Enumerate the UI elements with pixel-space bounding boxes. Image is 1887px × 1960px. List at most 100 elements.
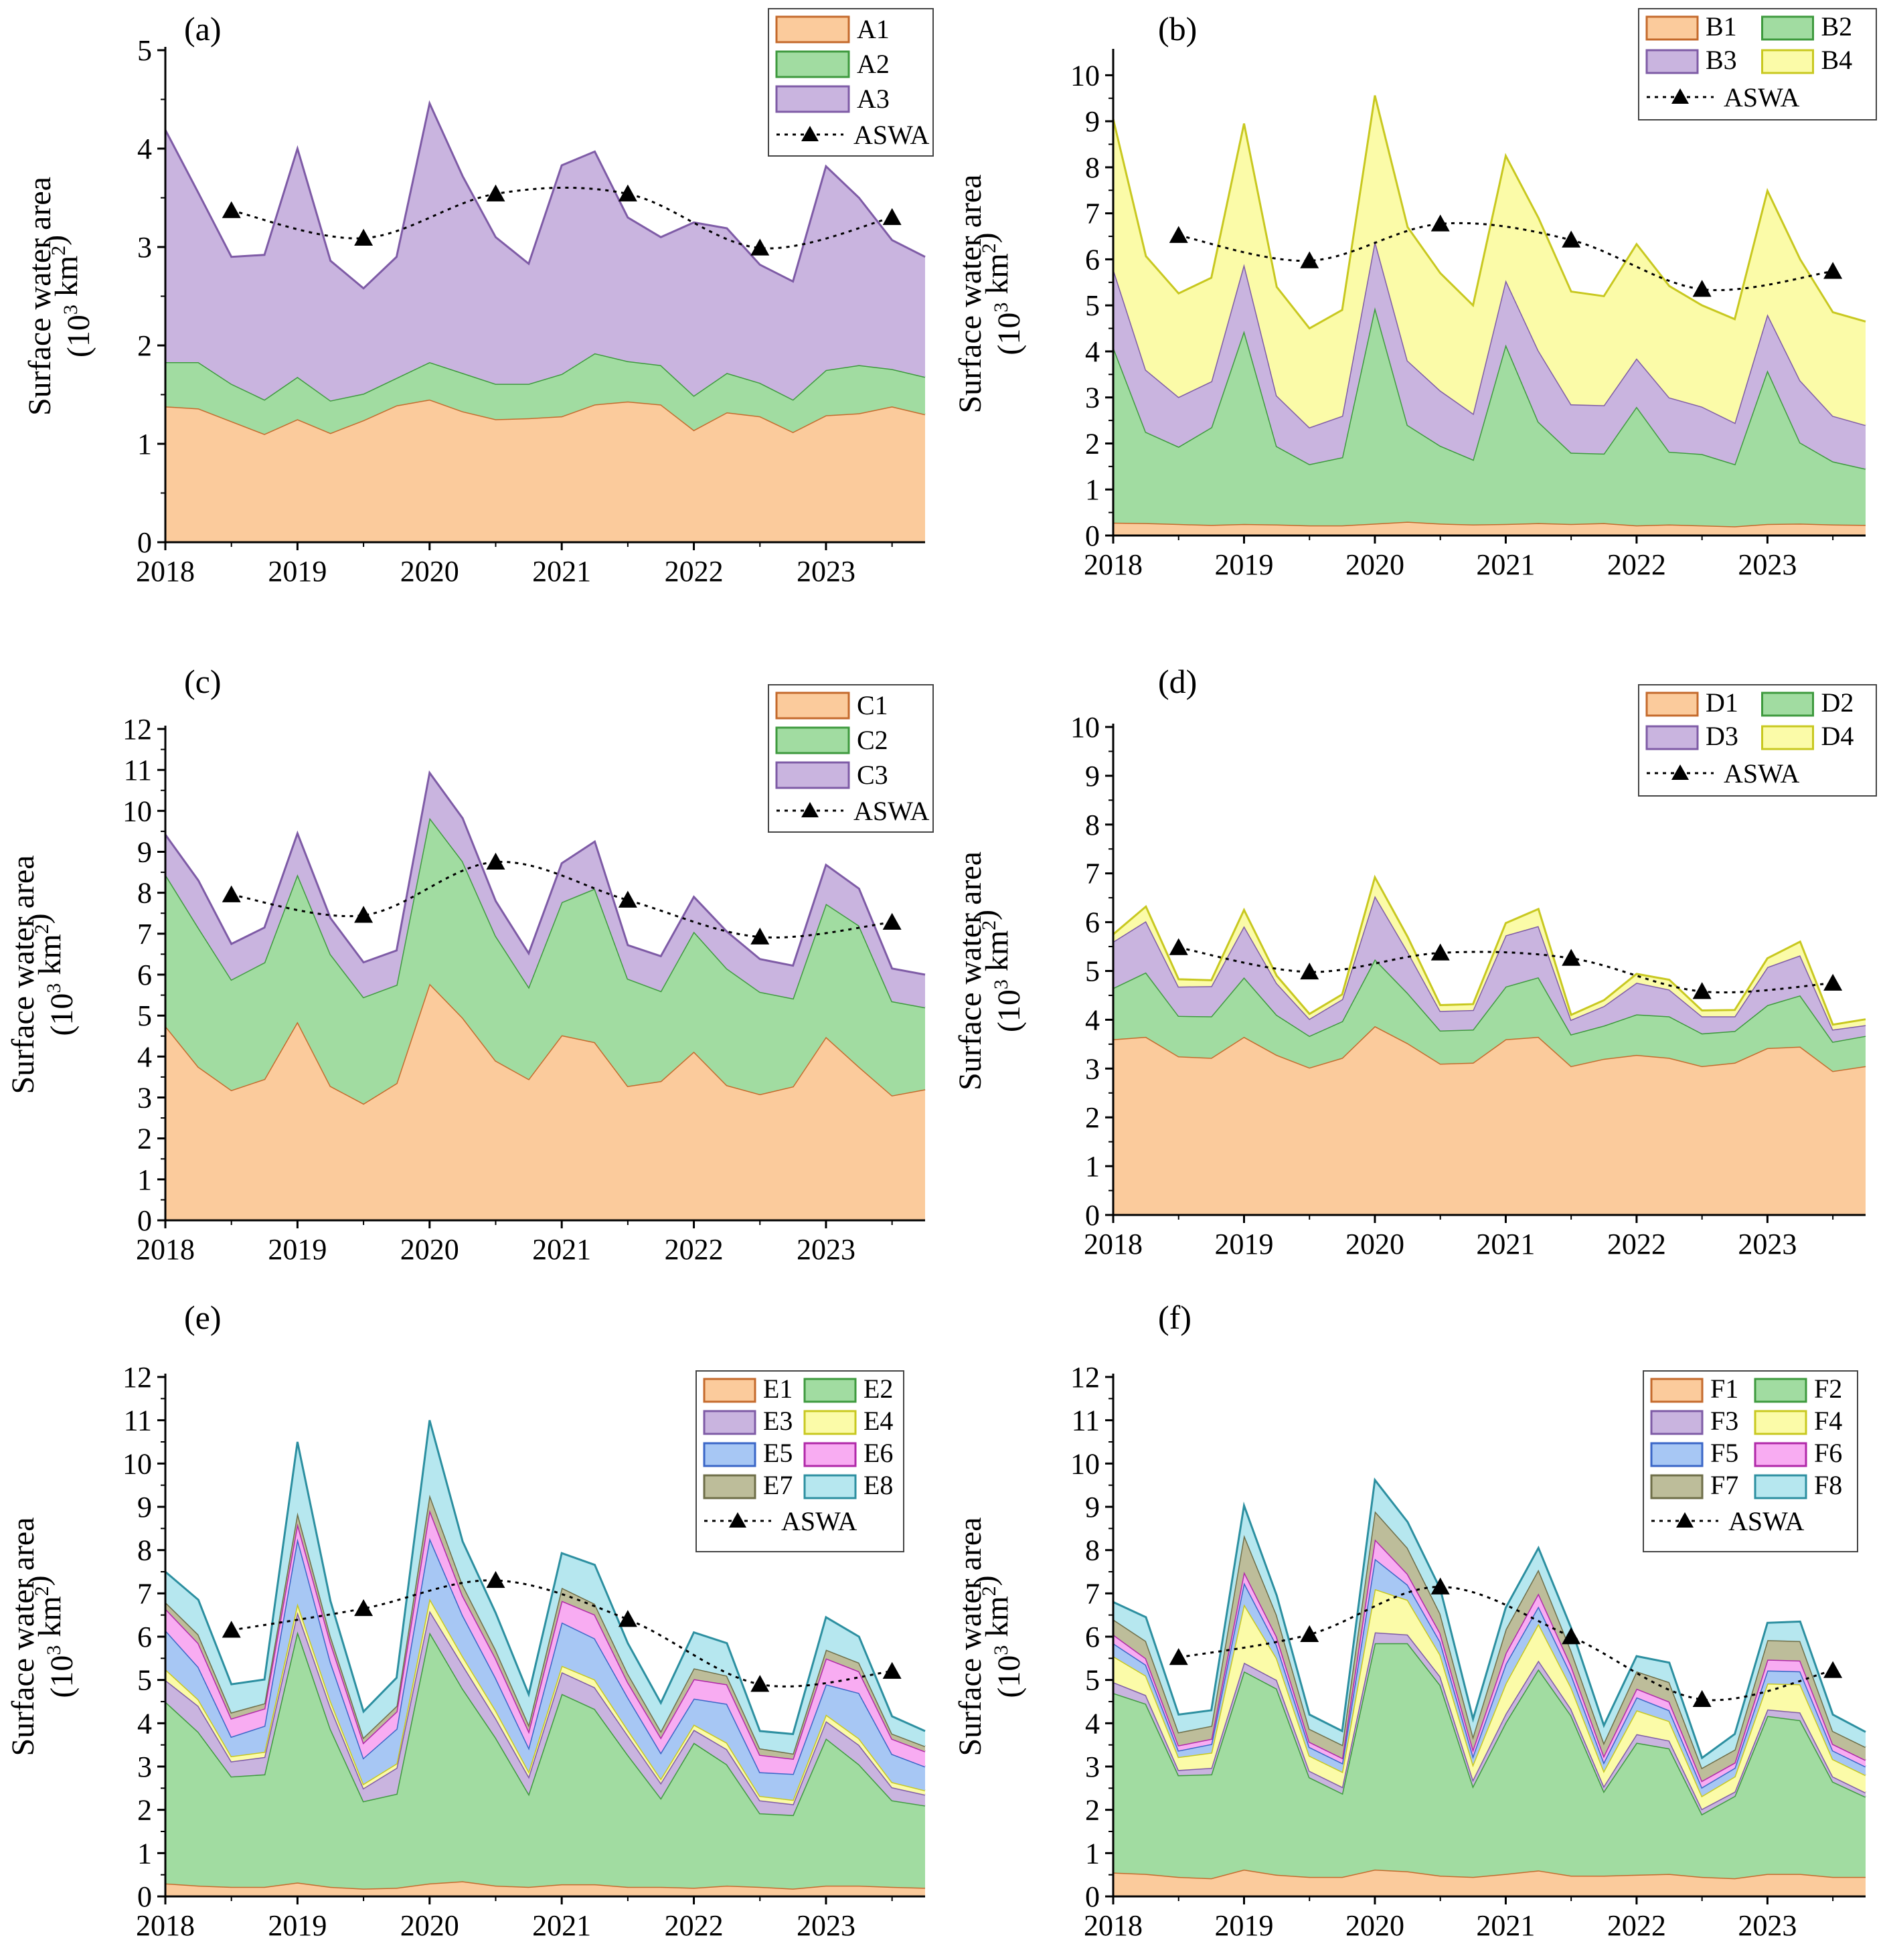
area-E3 xyxy=(165,1611,925,1815)
y-tick-label: 7 xyxy=(1085,197,1100,230)
aswa-marker xyxy=(1562,1627,1581,1645)
x-tick-label: 2023 xyxy=(1738,548,1797,581)
legend-swatch-C3 xyxy=(775,761,850,789)
x-tick-label: 2020 xyxy=(400,1233,459,1266)
y-tick-label: 5 xyxy=(137,34,152,67)
legend-swatch-E5 xyxy=(703,1442,756,1467)
y-tick-label: 4 xyxy=(1085,335,1100,368)
area-edge-E8 xyxy=(165,1420,926,1736)
aswa-marker xyxy=(1692,280,1712,297)
legend: C1 C2 C3 ASWA xyxy=(768,684,934,833)
aswa-marker xyxy=(750,238,770,256)
x-tick-label: 2018 xyxy=(1084,1228,1143,1260)
legend-label-aswa: ASWA xyxy=(1724,758,1799,789)
y-tick-label: 10 xyxy=(1070,711,1100,744)
legend-aswa-marker xyxy=(801,126,819,141)
x-tick-label: 2018 xyxy=(136,1233,195,1266)
legend-swatch-F1 xyxy=(1650,1378,1704,1403)
area-F2 xyxy=(1113,1643,1866,1878)
y-tick-label: 7 xyxy=(1085,1577,1100,1610)
y-tick-label: 11 xyxy=(1072,1404,1100,1437)
legend-aswa-marker xyxy=(1671,88,1689,104)
y-axis-label-line1: Surface water area xyxy=(5,1517,41,1756)
aswa-marker xyxy=(882,208,902,226)
legend: D1 D2 D3 D4 ASWA xyxy=(1638,684,1877,797)
area-A1 xyxy=(165,399,925,542)
area-A2 xyxy=(165,353,925,434)
x-tick-label: 2023 xyxy=(797,1233,855,1266)
legend-swatch-B2 xyxy=(1761,15,1814,41)
legend-label-F2: F2 xyxy=(1814,1374,1842,1404)
x-tick-label: 2022 xyxy=(665,1233,724,1266)
area-E1 xyxy=(165,1881,925,1896)
aswa-marker xyxy=(354,906,374,923)
y-tick-label: 5 xyxy=(1085,289,1100,322)
legend-label-B4: B4 xyxy=(1821,45,1853,75)
aswa-marker xyxy=(1430,943,1450,961)
panel-label: (e) xyxy=(184,1299,222,1336)
panel-d: (d) 0 1 2 3 4 5 6 7 8 9 10 2018 2019 2020 2021 2022 2023 S… xyxy=(953,663,1877,1260)
x-tick-label: 2019 xyxy=(268,1909,327,1942)
area-B4 xyxy=(1113,95,1866,428)
aswa-marker xyxy=(1300,962,1319,980)
legend-label-aswa: ASWA xyxy=(1728,1506,1804,1536)
legend-swatch-F4 xyxy=(1754,1410,1807,1435)
legend-swatch-E1 xyxy=(703,1378,756,1403)
y-tick-label: 10 xyxy=(1070,1447,1100,1480)
x-tick-label: 2019 xyxy=(268,1233,327,1266)
y-tick-label: 8 xyxy=(137,1534,152,1567)
y-tick-label: 9 xyxy=(1085,760,1100,793)
y-tick-label: 6 xyxy=(137,1621,152,1653)
legend-label-A1: A1 xyxy=(857,14,890,44)
area-F1 xyxy=(1113,1869,1866,1896)
aswa-marker xyxy=(1823,1661,1843,1678)
area-E8 xyxy=(165,1420,925,1754)
legend-swatch-A2 xyxy=(775,50,850,78)
legend-swatch-A1 xyxy=(775,15,850,44)
legend: B1 B2 B3 B4 ASWA xyxy=(1638,8,1877,120)
y-axis-label-line1: Surface water area xyxy=(953,851,988,1090)
legend-swatch-F5 xyxy=(1650,1442,1704,1467)
panel-label: (f) xyxy=(1158,1299,1192,1336)
legend-swatch-C1 xyxy=(775,691,850,720)
aswa-marker xyxy=(618,1610,637,1627)
area-D1 xyxy=(1113,1026,1866,1215)
y-tick-label: 7 xyxy=(137,1577,152,1610)
x-tick-label: 2021 xyxy=(532,1233,591,1266)
x-tick-label: 2022 xyxy=(1607,1909,1666,1942)
legend-label-F4: F4 xyxy=(1814,1406,1842,1436)
area-edge-B4 xyxy=(1112,95,1866,330)
y-tick-label: 1 xyxy=(1085,1150,1100,1183)
legend-swatch-E4 xyxy=(803,1410,857,1435)
area-F4 xyxy=(1113,1588,1866,1809)
x-tick-label: 2020 xyxy=(1345,1228,1404,1260)
y-tick-label: 12 xyxy=(122,713,152,746)
x-tick-label: 2021 xyxy=(1476,1228,1535,1260)
area-edge-D2 xyxy=(1113,957,1866,1043)
legend: A1 A2 A3 ASWA xyxy=(768,8,934,157)
y-tick-label: 2 xyxy=(137,329,152,362)
y-axis-label-line2: (103 km2) xyxy=(20,913,80,1036)
x-tick-label: 2018 xyxy=(1084,548,1143,581)
area-B2 xyxy=(1113,307,1866,527)
y-tick-label: 3 xyxy=(1085,1750,1100,1783)
legend-label-F7: F7 xyxy=(1710,1470,1738,1500)
legend-swatch-E2 xyxy=(803,1378,857,1403)
legend-swatch-F6 xyxy=(1754,1442,1807,1467)
aswa-marker xyxy=(486,184,505,201)
aswa-marker xyxy=(1692,1690,1712,1707)
aswa-marker xyxy=(486,852,505,870)
legend-label-E5: E5 xyxy=(763,1438,793,1468)
y-tick-label: 4 xyxy=(137,1707,152,1740)
area-F7 xyxy=(1113,1511,1866,1781)
y-tick-label: 8 xyxy=(1085,1534,1100,1567)
y-tick-label: 9 xyxy=(137,1491,152,1524)
legend-swatch-E6 xyxy=(803,1442,857,1467)
x-tick-label: 2021 xyxy=(1476,548,1535,581)
panel-a: (a) 0 1 2 3 4 5 2018 2019 2020 2021 2022 2023 Surface… xyxy=(22,8,934,588)
aswa-marker xyxy=(1169,1648,1188,1665)
area-D4 xyxy=(1113,877,1866,1030)
aswa-marker xyxy=(1430,214,1450,232)
